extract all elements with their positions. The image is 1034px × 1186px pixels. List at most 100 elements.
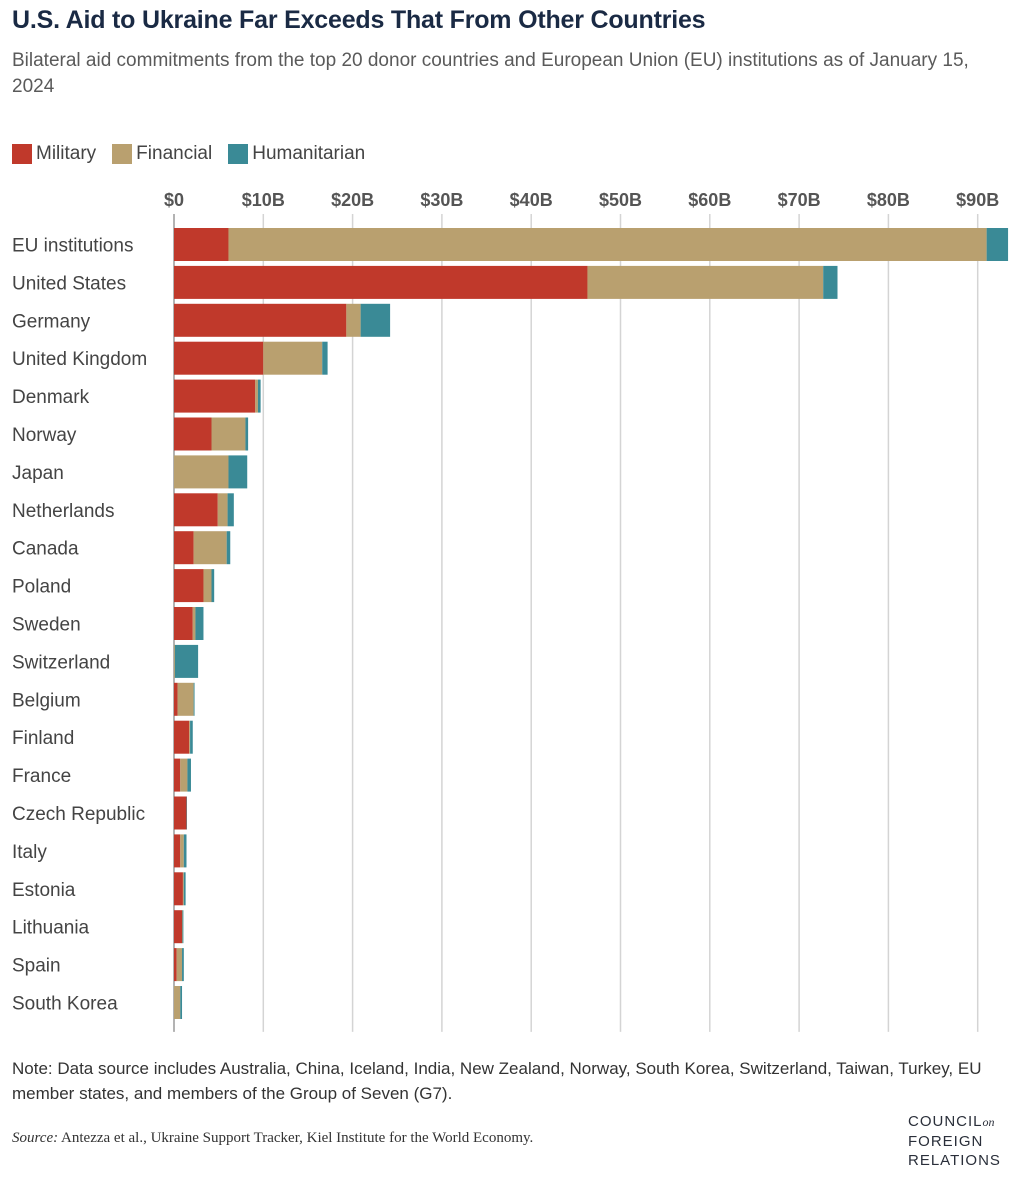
source-label: Source: xyxy=(12,1130,59,1146)
bar-financial xyxy=(217,493,228,527)
bar-financial xyxy=(180,758,188,792)
bar-humanitarian xyxy=(226,531,231,565)
y-category-label: Canada xyxy=(12,539,79,560)
bar-military xyxy=(174,228,229,261)
bar-military xyxy=(174,758,181,792)
bar-military xyxy=(174,607,193,640)
y-category-label: South Korea xyxy=(12,994,118,1015)
bar-military xyxy=(174,417,212,451)
bar-humanitarian xyxy=(180,986,183,1019)
bar-military xyxy=(174,265,588,299)
bar-humanitarian xyxy=(322,341,328,375)
bar-financial xyxy=(587,265,824,299)
x-tick-label: $70B xyxy=(778,190,821,210)
bar-humanitarian xyxy=(193,682,195,716)
bar-financial xyxy=(180,834,184,868)
legend: Military Financial Humanitarian xyxy=(12,143,381,165)
bar-financial xyxy=(211,417,246,451)
bar-humanitarian xyxy=(986,228,1009,261)
bar-humanitarian xyxy=(195,607,204,640)
bar-military xyxy=(174,569,204,603)
bar-humanitarian xyxy=(187,758,191,792)
legend-item-humanitarian: Humanitarian xyxy=(228,143,365,165)
source-line: Source: Antezza et al., Ukraine Support … xyxy=(12,1130,533,1147)
legend-swatch-military xyxy=(12,144,32,164)
y-category-label: Lithuania xyxy=(12,918,90,939)
x-tick-label: $80B xyxy=(867,190,910,210)
y-category-label: Denmark xyxy=(12,387,90,408)
y-category-label: Switzerland xyxy=(12,652,110,673)
bar-humanitarian xyxy=(227,493,234,527)
bar-financial xyxy=(346,303,361,337)
y-category-label: Italy xyxy=(12,842,47,863)
bar-military xyxy=(174,303,347,337)
bar-financial xyxy=(174,644,175,678)
logo-line-council: COUNCIL xyxy=(908,1113,983,1130)
bar-humanitarian xyxy=(360,303,391,337)
legend-swatch-financial xyxy=(112,144,133,164)
bar-financial xyxy=(192,607,196,640)
x-tick-label: $0 xyxy=(164,190,184,210)
bar-humanitarian xyxy=(174,644,199,678)
bar-humanitarian xyxy=(182,910,184,944)
chart-title: U.S. Aid to Ukraine Far Exceeds That Fro… xyxy=(12,6,706,34)
y-category-label: Finland xyxy=(12,728,74,749)
bar-military xyxy=(174,341,264,375)
y-category-label: France xyxy=(12,766,71,787)
y-category-label: Japan xyxy=(12,463,64,484)
bar-financial xyxy=(177,682,194,716)
bar-financial xyxy=(228,228,987,261)
bar-financial xyxy=(193,531,227,565)
y-category-label: United Kingdom xyxy=(12,349,147,370)
bar-military xyxy=(174,948,177,982)
legend-item-military: Military xyxy=(12,143,96,165)
bar-humanitarian xyxy=(182,948,184,982)
x-tick-label: $40B xyxy=(510,190,553,210)
bar-military xyxy=(174,379,256,413)
y-category-label: Belgium xyxy=(12,690,81,711)
bar-military xyxy=(174,796,187,830)
x-tick-label: $60B xyxy=(688,190,731,210)
x-tick-label: $10B xyxy=(242,190,285,210)
bar-military xyxy=(174,720,190,754)
y-category-label: United States xyxy=(12,273,126,294)
y-category-label: Estonia xyxy=(12,880,76,901)
y-category-label: EU institutions xyxy=(12,236,133,257)
bar-military xyxy=(174,493,218,527)
logo-on: on xyxy=(982,1115,995,1129)
y-category-label: Spain xyxy=(12,956,61,977)
legend-label-financial: Financial xyxy=(136,143,213,164)
bar-humanitarian xyxy=(823,265,838,299)
chart-subtitle: Bilateral aid commitments from the top 2… xyxy=(12,50,969,97)
bar-humanitarian xyxy=(228,455,248,489)
bar-financial xyxy=(263,341,323,375)
y-category-label: Germany xyxy=(12,311,91,332)
bar-financial xyxy=(203,569,212,603)
y-category-label: Poland xyxy=(12,577,71,598)
bar-humanitarian xyxy=(211,569,215,603)
bar-military xyxy=(174,682,178,716)
legend-item-financial: Financial xyxy=(112,143,212,165)
y-category-label: Czech Republic xyxy=(12,804,145,825)
bar-humanitarian xyxy=(245,417,249,451)
y-category-label: Netherlands xyxy=(12,501,114,522)
bar-humanitarian xyxy=(183,834,187,868)
chart-note: Note: Data source includes Australia, Ch… xyxy=(12,1059,982,1103)
x-tick-label: $30B xyxy=(420,190,463,210)
y-category-label: Sweden xyxy=(12,615,81,636)
bar-financial xyxy=(174,986,181,1019)
bar-financial xyxy=(176,948,183,982)
legend-swatch-humanitarian xyxy=(228,144,249,164)
logo-line-foreign: FOREIGN xyxy=(908,1133,984,1150)
bar-humanitarian xyxy=(183,872,186,906)
x-tick-label: $90B xyxy=(956,190,999,210)
bar-military xyxy=(174,531,194,565)
source-text: Antezza et al., Ukraine Support Tracker,… xyxy=(61,1130,534,1146)
bar-humanitarian xyxy=(257,379,261,413)
y-category-label: Norway xyxy=(12,425,77,446)
cfr-logo: COUNCILon FOREIGN RELATIONS xyxy=(908,1112,1001,1170)
stacked-bar-chart: $0 $10B $20B $30B $40B $50B $60B $70B $80B $90B EU… xyxy=(12,190,1009,1032)
x-tick-label: $50B xyxy=(599,190,642,210)
bar-military xyxy=(174,834,181,868)
logo-line-relations: RELATIONS xyxy=(908,1152,1001,1169)
